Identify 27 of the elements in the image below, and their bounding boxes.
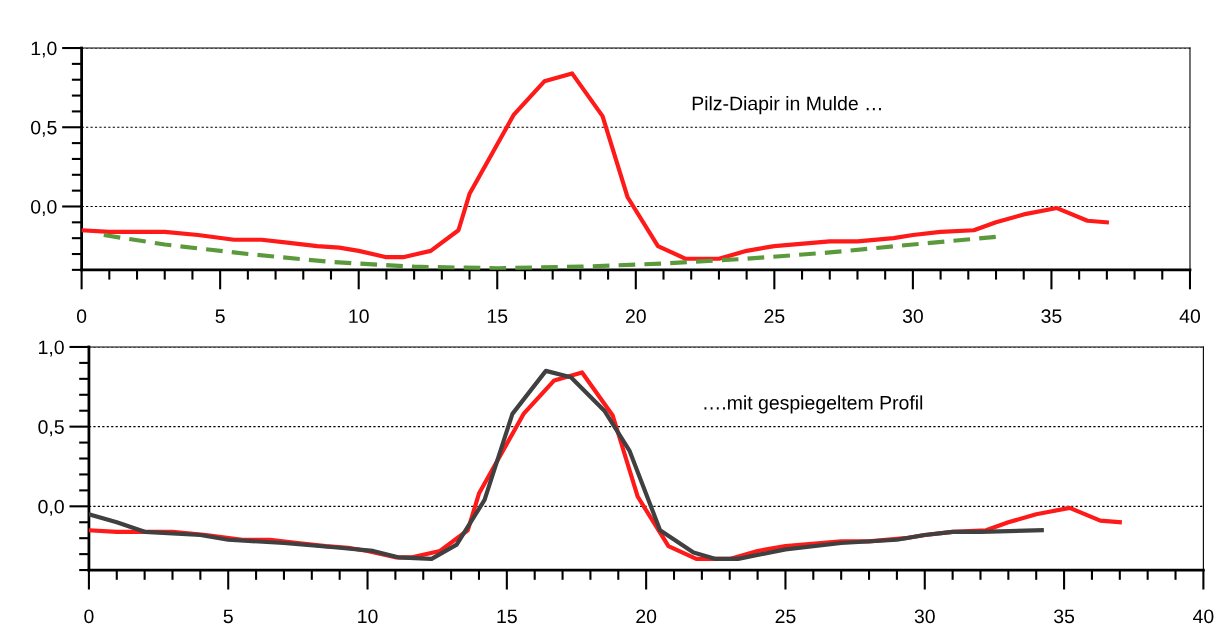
y-tick-label: 0,5 bbox=[31, 120, 57, 137]
x-tick-label: 30 bbox=[914, 609, 935, 624]
x-tick-label: 5 bbox=[215, 309, 225, 324]
annotation: Pilz-Diapir in Mulde … bbox=[692, 96, 881, 115]
x-tick-label: 15 bbox=[497, 609, 517, 624]
x-tick-label: 35 bbox=[1041, 309, 1062, 324]
x-tick-label: 0 bbox=[84, 609, 94, 624]
x-tick-label: 25 bbox=[775, 609, 796, 624]
x-tick-label: 40 bbox=[1193, 609, 1214, 624]
x-tick-label: 25 bbox=[764, 309, 785, 324]
x-tick-label: 5 bbox=[223, 609, 233, 624]
x-tick-label: 30 bbox=[902, 309, 923, 324]
x-tick-label: 10 bbox=[349, 309, 369, 324]
x-tick-label: 10 bbox=[358, 609, 378, 624]
x-tick-label: 35 bbox=[1054, 609, 1075, 624]
x-tick-label: 40 bbox=[1179, 309, 1201, 324]
x-tick-label: 15 bbox=[487, 309, 508, 324]
y-tick-label: 1,0 bbox=[31, 41, 57, 58]
annotation: ….mit gespiegeltem Profil bbox=[704, 395, 923, 414]
x-tick-label: 20 bbox=[625, 309, 646, 324]
x-tick-label: 0 bbox=[76, 309, 87, 324]
y-tick-label: 0,5 bbox=[38, 420, 64, 437]
y-tick-label: 0,0 bbox=[31, 199, 57, 217]
y-tick-label: 0,0 bbox=[38, 499, 64, 516]
x-tick-label: 20 bbox=[636, 609, 657, 624]
y-tick-label: 1,0 bbox=[39, 340, 64, 357]
line-series bbox=[81, 71, 1109, 261]
